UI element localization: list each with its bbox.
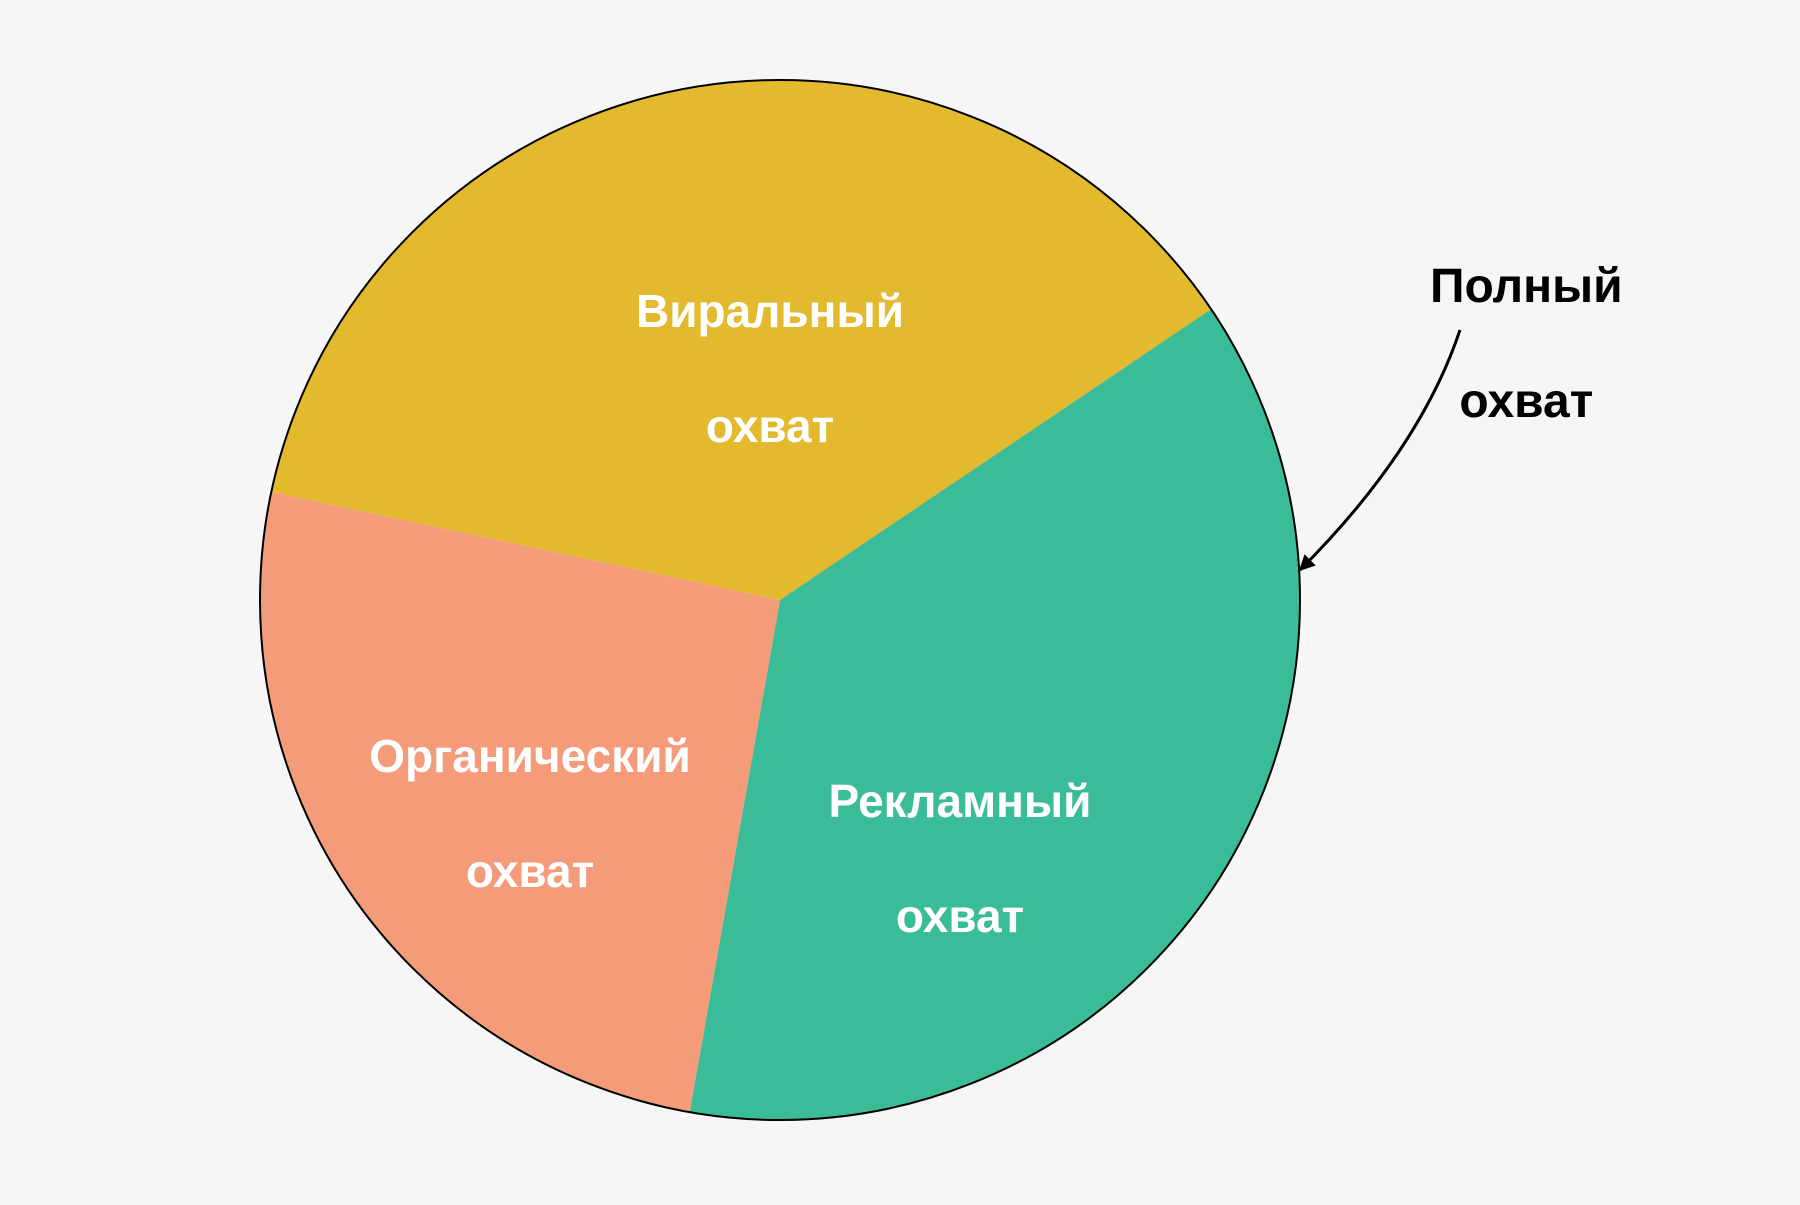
slice-label-organic-line1: Органический: [369, 730, 691, 782]
slice-label-advertising-line2: охват: [896, 890, 1024, 942]
slice-label-advertising-line1: Рекламный: [829, 775, 1092, 827]
slice-label-viral-line2: охват: [706, 400, 834, 452]
slice-label-viral-line1: Виральный: [636, 285, 904, 337]
slice-label-advertising: Рекламный охват: [829, 715, 1092, 945]
annotation-line2: охват: [1459, 375, 1593, 428]
slice-label-organic-line2: охват: [466, 845, 594, 897]
pie-chart: [0, 0, 1800, 1200]
annotation-line1: Полный: [1430, 260, 1623, 313]
slice-label-viral: Виральный охват: [636, 225, 904, 455]
chart-canvas: Виральный охват Рекламный охват Органиче…: [0, 0, 1800, 1200]
annotation-full-reach: Полный охват: [1430, 200, 1623, 430]
slice-label-organic: Органический охват: [369, 670, 691, 900]
